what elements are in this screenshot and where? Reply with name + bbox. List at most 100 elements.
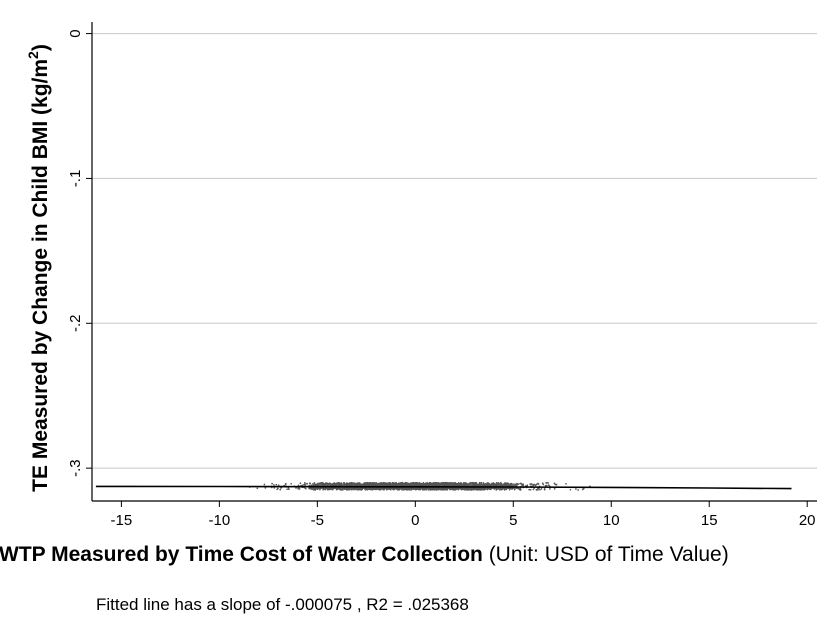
scatter-point: [428, 488, 431, 491]
scatter-point: [286, 488, 288, 491]
scatter-point: [271, 482, 273, 485]
scatter-point: [412, 482, 415, 484]
scatter-point: [529, 483, 532, 486]
fitted-line-layer: [95, 485, 792, 490]
fitted-line: [95, 485, 792, 490]
x-tick-label: 5: [509, 512, 517, 529]
scatter-point: [410, 488, 412, 491]
scatter-point: [297, 488, 299, 490]
scatter-point: [320, 482, 322, 484]
y-axis-label-close: ): [29, 44, 52, 51]
scatter-point: [468, 489, 470, 491]
scatter-point: [379, 488, 382, 491]
scatter-point: [346, 488, 349, 491]
scatter-point: [541, 482, 544, 485]
scatter-point: [460, 488, 463, 491]
x-tick-label: 20: [799, 512, 816, 529]
scatter-point: [401, 481, 404, 484]
scatter-point: [435, 481, 438, 484]
x-tick-label: -5: [311, 512, 324, 529]
y-tick-label: 0: [67, 29, 84, 37]
y-axis-label: TE Measured by Change in Child BMI (kg/m…: [25, 44, 52, 492]
scatter-point: [553, 488, 556, 490]
scatter-point: [275, 483, 278, 486]
scatter-point: [542, 483, 545, 486]
scatter-point: [532, 488, 535, 491]
scatter-point: [498, 488, 501, 491]
scatter-point: [264, 487, 267, 489]
scatter-point: [297, 484, 300, 487]
scatter-point: [481, 488, 483, 491]
scatter-point: [313, 481, 316, 484]
scatter-point: [543, 488, 546, 490]
scatter-point: [290, 482, 293, 485]
scatter-point: [435, 488, 438, 491]
scatter-point: [314, 489, 317, 491]
y-tick-label: -.1: [67, 170, 84, 188]
scatter-point: [305, 482, 308, 485]
scatter-point: [287, 488, 290, 490]
y-axis-label-main: TE Measured by Change in Child BMI (kg/m: [29, 59, 52, 492]
scatter-point: [279, 488, 282, 491]
scatter-point: [549, 488, 551, 490]
scatter-point: [326, 488, 329, 491]
x-tick-label: -15: [111, 512, 133, 529]
tick-labels: 0 -.1 -.2 -.3 -15 -10 -5 0 5 10 15 20: [67, 29, 816, 529]
scatter-point: [457, 481, 460, 484]
gridlines: [92, 33, 817, 469]
scatter-point: [364, 482, 367, 484]
scatter-point: [478, 488, 481, 491]
scatter-point: [312, 488, 315, 491]
scatter-point: [432, 488, 434, 491]
scatter-point: [519, 487, 522, 490]
scatter-point: [415, 482, 417, 484]
scatter-point: [526, 484, 529, 487]
scatter-point: [277, 487, 279, 490]
scatter-point: [537, 489, 539, 491]
scatter-point: [273, 484, 275, 486]
scatter-point: [395, 481, 398, 484]
scatter-point: [389, 482, 392, 484]
fitted-line-note: Fitted line has a slope of -.000075 , R2…: [96, 595, 469, 614]
scatter-point: [528, 488, 531, 491]
scatter-point: [529, 488, 532, 491]
scatter-point: [577, 489, 579, 491]
scatter-point: [360, 488, 363, 491]
x-tick-label: -10: [209, 512, 231, 529]
scatter-point: [532, 484, 535, 487]
scatter-point: [544, 484, 547, 487]
scatter-point: [452, 489, 455, 491]
axes: [86, 22, 817, 507]
scatter-point: [298, 488, 301, 490]
scatter-point: [299, 482, 302, 484]
scatter-point: [319, 488, 321, 491]
scatter-point: [392, 482, 395, 484]
x-axis-label: WTP Measured by Time Cost of Water Colle…: [0, 543, 729, 566]
scatter-point: [441, 482, 443, 484]
scatter-point: [422, 481, 425, 484]
scatter-point: [310, 484, 312, 487]
scatter-point: [340, 488, 343, 491]
scatter-point: [508, 488, 511, 491]
scatter-point: [545, 484, 548, 487]
scatter-point: [304, 487, 307, 490]
scatter-point: [403, 488, 406, 491]
scatter-point: [482, 482, 485, 484]
scatter-point: [454, 481, 457, 484]
y-tick-label: -.3: [67, 459, 84, 477]
scatter-point: [565, 482, 567, 485]
scatter-point: [473, 488, 475, 491]
scatter-point: [479, 488, 482, 491]
scatter-point: [303, 482, 306, 484]
scatter-point: [256, 487, 259, 490]
scatter-point: [364, 488, 367, 491]
scatter-point: [273, 487, 276, 489]
y-tick-label: -.2: [67, 315, 84, 333]
scatter-point: [263, 483, 266, 486]
scatter-point: [581, 488, 584, 491]
x-tick-label: 10: [603, 512, 620, 529]
scatter-point: [311, 483, 314, 485]
scatter-point: [500, 488, 503, 491]
x-axis-label-bold: WTP Measured by Time Cost of Water Colle…: [0, 543, 483, 566]
